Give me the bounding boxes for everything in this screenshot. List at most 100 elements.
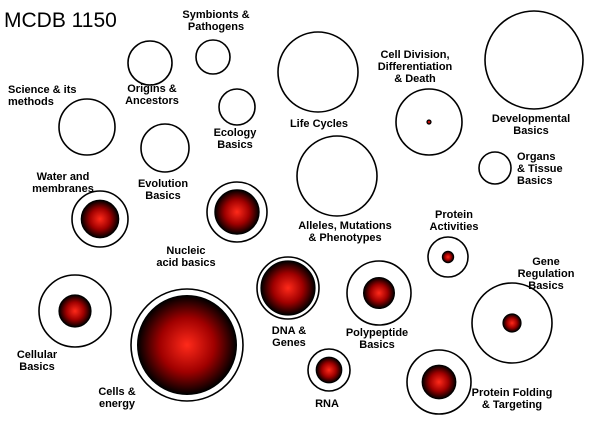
- topic-label: Organs & Tissue Basics: [517, 151, 563, 187]
- progress-core: [58, 294, 92, 328]
- topic-label: DNA & Genes: [272, 325, 306, 349]
- topic-label-line: Basics: [513, 125, 548, 137]
- topic-label-line: Pathogens: [188, 21, 244, 33]
- topic-label: Polypeptide Basics: [346, 327, 408, 351]
- topic-label: Alleles, Mutations & Phenotypes: [298, 220, 392, 244]
- topic-rna[interactable]: RNA: [307, 348, 351, 410]
- progress-core: [260, 260, 316, 316]
- topic-label-line: Symbionts &: [182, 9, 249, 21]
- topic-label: Developmental Basics: [492, 113, 570, 137]
- topic-protein-folding[interactable]: Protein Folding & Targeting: [406, 349, 553, 415]
- topic-label-line: Basics: [217, 139, 252, 151]
- topic-label-line: Activities: [430, 221, 479, 233]
- topic-label-line: Basics: [19, 361, 54, 373]
- topic-alleles[interactable]: Alleles, Mutations & Phenotypes: [296, 135, 392, 244]
- topic-label-line: Cell Division,: [380, 49, 449, 61]
- topic-label-line: Ecology: [214, 127, 258, 139]
- topic-label-line: Cellular: [17, 349, 58, 361]
- topic-label: Symbionts & Pathogens: [182, 9, 249, 33]
- topic-label-line: Basics: [145, 190, 180, 202]
- topic-label: Ecology Basics: [214, 127, 258, 151]
- topic-label-line: Origins &: [127, 83, 177, 95]
- topic-life-cycles[interactable]: Life Cycles: [277, 31, 359, 130]
- topic-label-line: Basics: [359, 339, 394, 351]
- topic-label: Cellular Basics: [17, 349, 58, 373]
- topic-label: Cells & energy: [98, 386, 136, 410]
- topic-circle: [140, 123, 190, 173]
- topic-label-line: membranes: [32, 183, 94, 195]
- topic-label: Cell Division, Differentiation & Death: [378, 49, 453, 85]
- topic-circle: [277, 31, 359, 113]
- topic-label-line: Nucleic: [166, 245, 205, 257]
- topic-water[interactable]: Water and membranes: [32, 171, 129, 248]
- topic-label: Life Cycles: [290, 118, 348, 130]
- topic-polypeptide[interactable]: Polypeptide Basics: [346, 260, 412, 351]
- topic-evolution[interactable]: Evolution Basics: [138, 123, 190, 202]
- topic-label-line: Developmental: [492, 113, 570, 125]
- topic-nucleic[interactable]: Nucleic acid basics: [156, 181, 268, 269]
- topic-cells-energy[interactable]: Cells & energy: [98, 288, 244, 410]
- progress-core: [426, 119, 432, 125]
- topic-label-line: Genes: [272, 337, 306, 349]
- topic-dna[interactable]: DNA & Genes: [256, 256, 320, 349]
- topic-label-line: RNA: [315, 398, 339, 410]
- topics-layer: Symbionts & Pathogens Origins & Ancestors Sc…: [8, 9, 584, 415]
- topic-label-line: & Death: [394, 73, 436, 85]
- progress-core: [363, 277, 396, 310]
- topic-science[interactable]: Science & its methods: [8, 84, 116, 156]
- topic-symbionts[interactable]: Symbionts & Pathogens: [182, 9, 250, 75]
- progress-core: [502, 313, 522, 333]
- progress-core: [315, 356, 343, 384]
- topic-label-line: Protein: [435, 209, 473, 221]
- topic-label-line: acid basics: [156, 257, 215, 269]
- topic-label-line: Water and: [37, 171, 90, 183]
- topic-label-line: Life Cycles: [290, 118, 348, 130]
- topic-developmental[interactable]: Developmental Basics: [484, 10, 584, 137]
- topic-label-line: Science & its: [8, 84, 76, 96]
- topic-label: Protein Activities: [430, 209, 479, 233]
- topic-cell-division[interactable]: Cell Division, Differentiation & Death: [378, 49, 463, 156]
- topic-label-line: Polypeptide: [346, 327, 408, 339]
- topic-label-line: Evolution: [138, 178, 188, 190]
- topic-label: Water and membranes: [32, 171, 94, 195]
- topic-label-line: Gene: [532, 256, 560, 268]
- topic-circle: [478, 151, 512, 185]
- progress-core: [214, 189, 260, 235]
- topic-circle: [218, 88, 256, 126]
- topic-label: Gene Regulation Basics: [518, 256, 575, 292]
- topic-label: Evolution Basics: [138, 178, 188, 202]
- topic-label-line: DNA &: [272, 325, 306, 337]
- topic-label-line: Protein Folding: [472, 387, 553, 399]
- topic-protein-activities[interactable]: Protein Activities: [427, 209, 479, 278]
- progress-core: [80, 199, 120, 239]
- topic-circle: [58, 98, 116, 156]
- topic-label-line: & Targeting: [482, 399, 542, 411]
- topic-circle: [484, 10, 584, 110]
- topic-label-line: energy: [99, 398, 136, 410]
- diagram-title: MCDB 1150: [4, 9, 117, 32]
- topic-label-line: Basics: [528, 280, 563, 292]
- topic-label-line: Differentiation: [378, 61, 453, 73]
- topic-circle: [195, 39, 231, 75]
- topic-label: RNA: [315, 398, 339, 410]
- progress-core: [421, 364, 457, 400]
- topic-circle: [296, 135, 378, 217]
- progress-core: [441, 250, 455, 264]
- topic-ecology[interactable]: Ecology Basics: [214, 88, 258, 151]
- topic-cellular[interactable]: Cellular Basics: [17, 274, 112, 373]
- topic-label: Origins & Ancestors: [125, 83, 179, 107]
- topic-origins[interactable]: Origins & Ancestors: [125, 40, 179, 107]
- topic-label-line: & Tissue: [517, 163, 563, 175]
- topic-label-line: Regulation: [518, 268, 575, 280]
- topic-gene-regulation[interactable]: Gene Regulation Basics: [471, 256, 575, 364]
- topic-label-line: Ancestors: [125, 95, 179, 107]
- topic-organs[interactable]: Organs & Tissue Basics: [478, 151, 563, 187]
- topic-label: Science & its methods: [8, 84, 76, 108]
- topic-label: Protein Folding & Targeting: [472, 387, 553, 411]
- topic-label-line: methods: [8, 96, 54, 108]
- topic-label-line: & Phenotypes: [308, 232, 381, 244]
- progress-core: [137, 295, 238, 396]
- topic-label-line: Organs: [517, 151, 556, 163]
- topic-label: Nucleic acid basics: [156, 245, 215, 269]
